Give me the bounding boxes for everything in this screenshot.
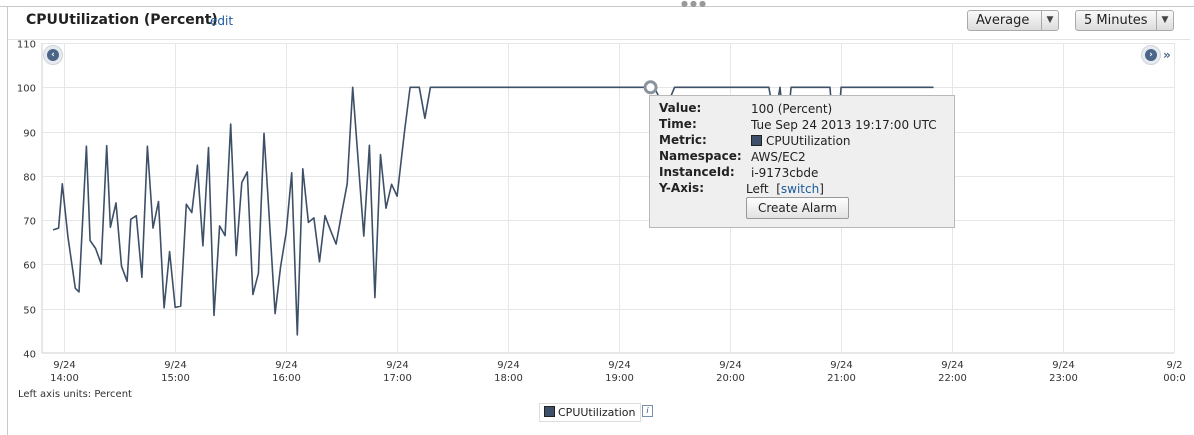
x-tick-date: 9/2	[1166, 360, 1182, 371]
x-tick-time: 14:00	[50, 373, 79, 384]
tooltip-time-label: Time:	[659, 117, 697, 131]
x-tick-date: 9/24	[719, 360, 741, 371]
x-tick-time: 23:00	[1049, 373, 1078, 384]
x-tick-date: 9/24	[1052, 360, 1074, 371]
y-tick-label: 50	[23, 306, 36, 317]
tooltip-yaxis: Left [switch]	[746, 182, 824, 196]
x-tick-date: 9/24	[830, 360, 852, 371]
tooltip-value-label: Value:	[659, 101, 702, 115]
x-tick-time: 15:00	[161, 373, 190, 384]
chevron-down-icon: ▼	[1041, 11, 1058, 30]
legend-item-cpuutilization[interactable]: CPUUtilization	[539, 403, 642, 422]
tooltip-namespace-label: Namespace:	[659, 149, 742, 163]
chevron-right-icon: ›	[1145, 49, 1157, 61]
x-tick-time: 00:0	[1163, 373, 1185, 384]
series-swatch-icon	[751, 135, 762, 146]
tooltip-yaxis-label: Y-Axis:	[659, 181, 704, 195]
scroll-left-button[interactable]: ‹	[43, 45, 63, 65]
tooltip-instance: i-9173cbde	[751, 166, 819, 180]
y-tick-label: 60	[23, 261, 36, 272]
x-tick-date: 9/24	[941, 360, 963, 371]
widget-left-border	[7, 6, 8, 435]
x-tick-time: 21:00	[827, 373, 856, 384]
header-divider	[8, 39, 1190, 40]
tooltip-namespace: AWS/EC2	[751, 150, 806, 164]
statistic-value: Average	[976, 13, 1030, 28]
tooltip-metric: CPUUtilization	[751, 134, 851, 148]
period-select[interactable]: 5 Minutes ▼	[1075, 10, 1174, 31]
x-tick-time: 22:00	[938, 373, 967, 384]
scroll-to-end-icon[interactable]: »	[1163, 48, 1171, 62]
tooltip-value: 100 (Percent)	[751, 102, 833, 116]
tooltip-time: Tue Sep 24 2013 19:17:00 UTC	[751, 118, 937, 132]
x-tick-date: 9/24	[275, 360, 297, 371]
highlighted-datapoint	[643, 80, 658, 95]
scroll-right-button[interactable]: ›	[1141, 45, 1161, 65]
period-value: 5 Minutes	[1084, 13, 1148, 28]
x-tick-time: 16:00	[272, 373, 301, 384]
x-tick-date: 9/24	[164, 360, 186, 371]
switch-axis-link[interactable]: switch	[780, 182, 820, 196]
x-tick-date: 9/24	[53, 360, 75, 371]
widget-top-border	[0, 6, 1194, 7]
x-tick-time: 20:00	[716, 373, 745, 384]
y-tick-label: 40	[23, 350, 36, 361]
chart-title: CPUUtilization (Percent)	[26, 12, 218, 28]
x-tick-date: 9/24	[497, 360, 519, 371]
y-tick-label: 100	[17, 84, 36, 95]
edit-title-link[interactable]: edit	[210, 14, 234, 28]
axis-units-note: Left axis units: Percent	[18, 389, 132, 400]
tooltip-yaxis-value: Left	[746, 182, 769, 196]
resize-grip-icon[interactable]: ●●●	[681, 0, 708, 8]
info-icon[interactable]: i	[642, 405, 653, 417]
y-tick-label: 70	[23, 217, 36, 228]
x-tick-time: 18:00	[494, 373, 523, 384]
chevron-down-icon: ▼	[1156, 11, 1173, 30]
legend-swatch-icon	[544, 406, 555, 417]
x-tick-time: 19:00	[605, 373, 634, 384]
create-alarm-button[interactable]: Create Alarm	[746, 197, 849, 219]
y-tick-label: 110	[17, 40, 36, 51]
x-tick-time: 17:00	[383, 373, 412, 384]
tooltip-metric-label: Metric:	[659, 133, 707, 147]
datapoint-tooltip: Value: 100 (Percent) Time: Tue Sep 24 20…	[649, 95, 955, 228]
x-tick-date: 9/24	[608, 360, 630, 371]
legend-label: CPUUtilization	[558, 406, 636, 419]
chevron-left-icon: ‹	[47, 49, 59, 61]
y-tick-label: 90	[23, 129, 36, 140]
series-line-cpuutilization	[52, 86, 934, 336]
y-tick-label: 80	[23, 173, 36, 184]
tooltip-instance-label: InstanceId:	[659, 165, 735, 179]
x-tick-date: 9/24	[386, 360, 408, 371]
statistic-select[interactable]: Average ▼	[967, 10, 1059, 31]
tooltip-metric-name: CPUUtilization	[766, 134, 851, 148]
